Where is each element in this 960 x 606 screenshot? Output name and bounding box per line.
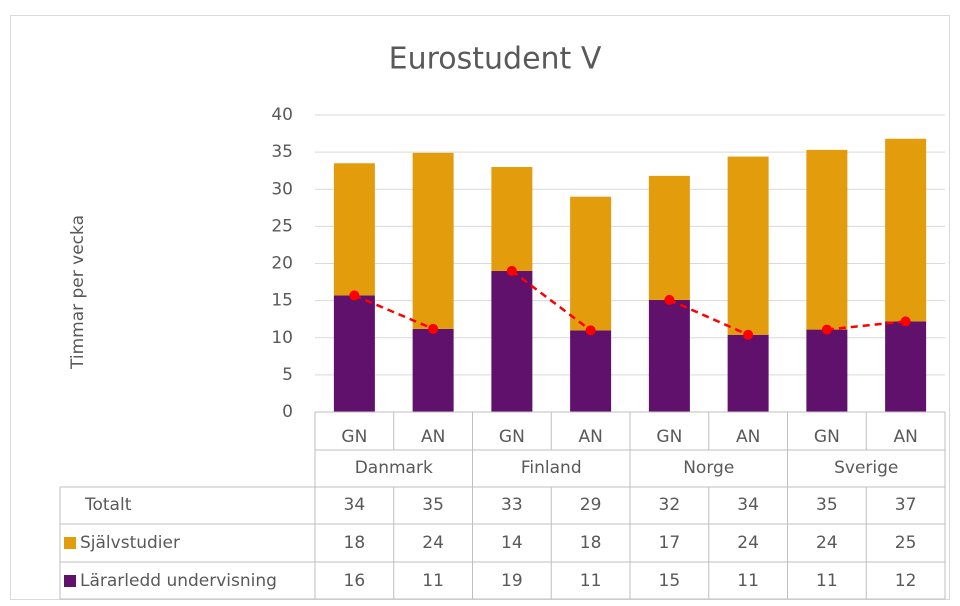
table-cell: 16 <box>344 571 366 591</box>
table-cell: 32 <box>659 495 681 515</box>
table-cell: 17 <box>659 533 681 553</box>
y-tick-label: 35 <box>271 142 293 162</box>
table-cell: 29 <box>580 495 602 515</box>
y-tick-label: 15 <box>271 291 293 311</box>
bar-segment <box>806 329 848 412</box>
trend-point <box>585 325 596 336</box>
table-cell: 14 <box>501 533 523 553</box>
trend-line <box>511 269 592 332</box>
table-cell: 35 <box>422 495 444 515</box>
x-tick-label: AN <box>736 427 760 447</box>
legend-swatch <box>64 537 76 549</box>
x-tick-label: AN <box>893 427 917 447</box>
x-tick-label: AN <box>578 427 602 447</box>
trend-line <box>353 294 434 330</box>
bar-segment <box>412 328 454 412</box>
table-cell: 18 <box>344 533 366 553</box>
group-label: Norge <box>683 458 734 478</box>
table-cell: 19 <box>501 571 523 591</box>
table-cell: 34 <box>737 495 759 515</box>
bar-segment <box>412 152 454 329</box>
y-tick-label: 30 <box>271 179 293 199</box>
trend-line <box>826 320 906 331</box>
bar-segment <box>333 163 375 296</box>
trend-point <box>428 323 439 334</box>
group-label: Sverige <box>834 458 898 478</box>
table-cell: 11 <box>737 571 759 591</box>
group-label: Finland <box>521 458 582 478</box>
chart-title: Eurostudent V <box>389 42 602 77</box>
table-cell: 12 <box>895 571 917 591</box>
x-tick-label: GN <box>656 427 682 447</box>
bar-segment <box>491 166 533 271</box>
y-tick-label: 40 <box>271 105 293 125</box>
trend-point <box>743 329 754 340</box>
bar-segment <box>727 334 769 412</box>
x-tick-label: GN <box>499 427 525 447</box>
table-cell: 24 <box>422 533 444 553</box>
bar-segment <box>885 321 927 412</box>
group-label: Danmark <box>355 458 433 478</box>
x-tick-label: GN <box>341 427 367 447</box>
bar-segment <box>648 175 690 300</box>
trend-point <box>506 265 517 276</box>
y-tick-label: 5 <box>282 365 293 385</box>
bar-segment <box>333 295 375 412</box>
table-cell: 15 <box>659 571 681 591</box>
bar-segment <box>806 149 848 330</box>
legend-label: Självstudier <box>80 533 180 553</box>
trend-point <box>349 290 360 301</box>
bar-segment <box>491 270 533 412</box>
table-cell: 37 <box>895 495 917 515</box>
table-cell: 11 <box>580 571 602 591</box>
table-cell: 11 <box>816 571 838 591</box>
y-tick-label: 0 <box>282 402 293 422</box>
legend-label: Lärarledd undervisning <box>80 571 277 591</box>
trend-line <box>668 298 749 336</box>
table-cell: 24 <box>737 533 759 553</box>
trend-point <box>900 316 911 327</box>
table-cell: 18 <box>580 533 602 553</box>
table-cell: 25 <box>895 533 917 553</box>
trend-point <box>664 294 675 305</box>
y-axis-label: Timmar per vecka <box>68 215 88 370</box>
trend-point <box>821 324 832 335</box>
legend-swatch <box>64 575 76 587</box>
table-cell: 35 <box>816 495 838 515</box>
bar-segment <box>885 138 927 322</box>
bar-segment <box>727 156 769 335</box>
bar-segment <box>570 196 612 331</box>
x-tick-label: AN <box>421 427 445 447</box>
y-tick-label: 10 <box>271 328 293 348</box>
table-cell: 11 <box>422 571 444 591</box>
table-row-label: Totalt <box>84 495 132 515</box>
chart-border <box>10 15 950 600</box>
x-tick-label: GN <box>814 427 840 447</box>
table-cell: 24 <box>816 533 838 553</box>
y-tick-label: 25 <box>271 216 293 236</box>
bar-segment <box>648 299 690 412</box>
bar-segment <box>570 330 612 412</box>
table-cell: 33 <box>501 495 523 515</box>
table-cell: 34 <box>344 495 366 515</box>
y-tick-label: 20 <box>271 254 293 274</box>
